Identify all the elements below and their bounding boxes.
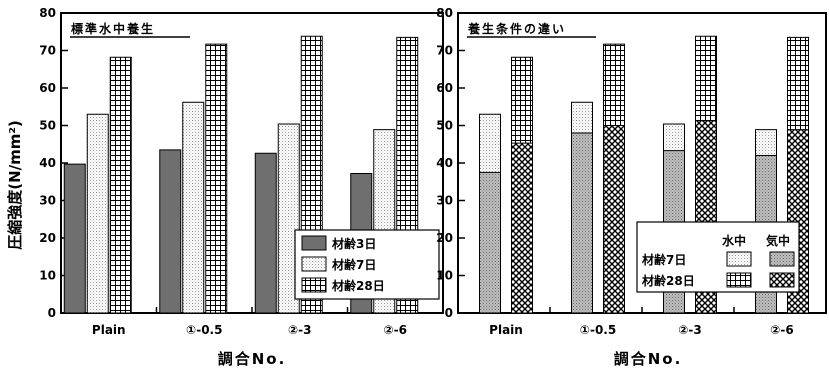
category-label: Plain [489, 323, 523, 337]
legend-swatch-28day [301, 277, 327, 293]
category-label: Plain [92, 323, 126, 337]
right-legend: 水中 気中 材齢7日 材齢28日 [636, 221, 800, 293]
y-tick-label: 50 [39, 119, 56, 133]
bar-air [603, 125, 625, 314]
bar-air [571, 132, 593, 314]
left-category-labels: Plain ①-0.5 ②-3 ②-6 [92, 307, 407, 337]
category-label: ①-0.5 [186, 323, 222, 337]
bar [109, 56, 132, 314]
y-tick-label: 20 [39, 231, 56, 245]
left-panel: 標準水中養生 0 10 20 30 40 50 60 70 80 Plain ①-0.5 ②-3 ②-… [39, 6, 444, 368]
category-label: ②-6 [770, 323, 794, 337]
y-tick-label: 0 [445, 306, 453, 320]
category-label: ①-0.5 [580, 323, 616, 337]
y-tick-label: 50 [436, 119, 453, 133]
legend-label-28day: 材齢28日 [331, 278, 385, 293]
y-tick-label: 10 [436, 269, 453, 283]
legend-swatch-air-28day [769, 272, 795, 288]
left-y-ticks: 0 10 20 30 40 50 60 70 80 [39, 6, 68, 320]
right-panel-title-box: 養生条件の違い [463, 18, 599, 39]
right-category-labels: Plain ①-0.5 ②-3 ②-6 [489, 307, 794, 337]
right-y-ticks: 0 10 20 30 40 50 60 70 80 [436, 6, 465, 320]
legend-swatch-air-7day [769, 251, 795, 267]
bar [86, 113, 109, 314]
legend-label-7day: 材齢7日 [331, 257, 376, 272]
y-tick-label: 70 [436, 44, 453, 58]
left-x-axis-label: 調合No. [218, 350, 287, 368]
right-panel: 養生条件の違い 0 10 20 30 40 50 60 70 80 Plain ①-0.5 ②-3 ②… [436, 6, 827, 368]
legend-row-7day: 材齢7日 [641, 252, 686, 267]
y-tick-label: 80 [436, 6, 453, 20]
category-label: ②-3 [678, 323, 702, 337]
bar [254, 152, 277, 314]
y-tick-label: 80 [39, 6, 56, 20]
y-tick-label: 30 [39, 194, 56, 208]
left-panel-title: 標準水中養生 [71, 21, 155, 36]
bar [159, 149, 182, 314]
y-tick-label: 70 [39, 44, 56, 58]
left-legend: 材齢3日 材齢7日 材齢28日 [294, 229, 440, 300]
legend-row-28day: 材齢28日 [641, 273, 695, 288]
right-panel-title: 養生条件の違い [467, 21, 566, 36]
legend-label-3day: 材齢3日 [331, 236, 376, 251]
y-tick-label: 40 [39, 156, 56, 170]
legend-swatch-water-28day [726, 272, 752, 288]
bar-air [511, 142, 533, 314]
y-tick-label: 20 [436, 231, 453, 245]
legend-swatch-water-7day [726, 251, 752, 267]
legend-header-air: 気中 [766, 233, 790, 248]
category-label: ②-6 [384, 323, 408, 337]
legend-swatch-7day [301, 256, 327, 272]
bar-air [479, 171, 501, 314]
legend-header-water: 水中 [722, 233, 746, 248]
bar [205, 43, 228, 314]
legend-swatch-3day [301, 235, 327, 251]
bar [277, 123, 300, 314]
y-tick-label: 10 [39, 269, 56, 283]
y-axis-label: 圧縮強度(N/mm²) [6, 120, 24, 250]
right-x-axis-label: 調合No. [614, 350, 683, 368]
left-bars [63, 35, 419, 314]
left-panel-title-box: 標準水中養生 [66, 18, 194, 39]
y-tick-label: 40 [436, 156, 453, 170]
bar [182, 101, 205, 314]
y-tick-label: 60 [436, 81, 453, 95]
category-label: ②-3 [288, 323, 312, 337]
bar [63, 163, 86, 314]
y-tick-label: 0 [48, 306, 56, 320]
y-tick-label: 60 [39, 81, 56, 95]
y-tick-label: 30 [436, 194, 453, 208]
